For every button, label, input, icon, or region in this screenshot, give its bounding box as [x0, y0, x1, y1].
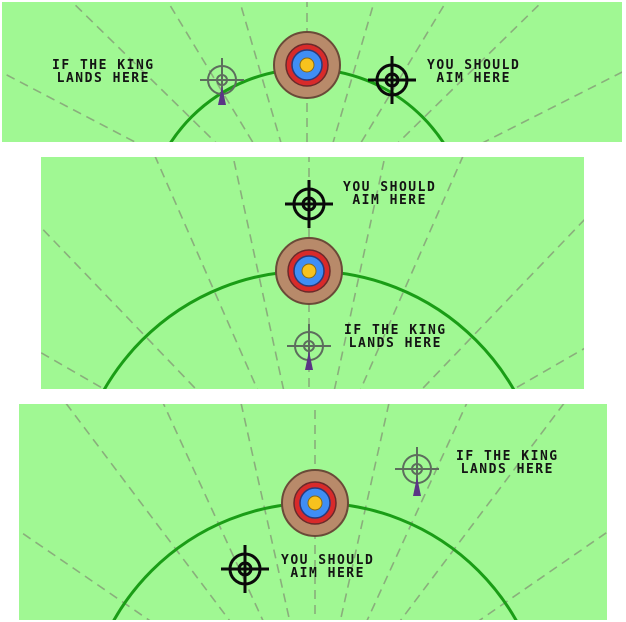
diagram-panel-1: IF THE KING LANDS HERE YOU SHOULD AIM HE… [2, 2, 622, 142]
target-icon [273, 31, 341, 99]
aim-label: YOU SHOULD AIM HERE [343, 180, 437, 208]
aim-crosshair-icon [221, 545, 269, 593]
aim-crosshair-icon [285, 180, 333, 228]
target-icon [275, 237, 343, 305]
target-icon [281, 469, 349, 537]
aim-label: YOU SHOULD AIM HERE [281, 553, 375, 581]
king-piece-icon [218, 86, 226, 105]
king-landing-label: IF THE KING LANDS HERE [344, 323, 447, 351]
panel-2-field [41, 157, 584, 389]
diagram-panel-3: IF THE KING LANDS HERE YOU SHOULD AIM HE… [19, 404, 607, 620]
aim-crosshair-icon [368, 56, 416, 104]
king-landing-label: IF THE KING LANDS HERE [52, 58, 155, 86]
aim-label: YOU SHOULD AIM HERE [427, 58, 521, 86]
panel-3-field [19, 404, 607, 620]
king-landing-label: IF THE KING LANDS HERE [456, 449, 559, 477]
king-piece-icon [305, 351, 313, 370]
guide-lines [19, 404, 607, 620]
panel-1-field [2, 2, 622, 142]
guide-lines [2, 2, 622, 142]
diagram-panel-2: YOU SHOULD AIM HERE IF THE KING LANDS HE… [41, 157, 584, 389]
king-piece-icon [413, 477, 421, 496]
